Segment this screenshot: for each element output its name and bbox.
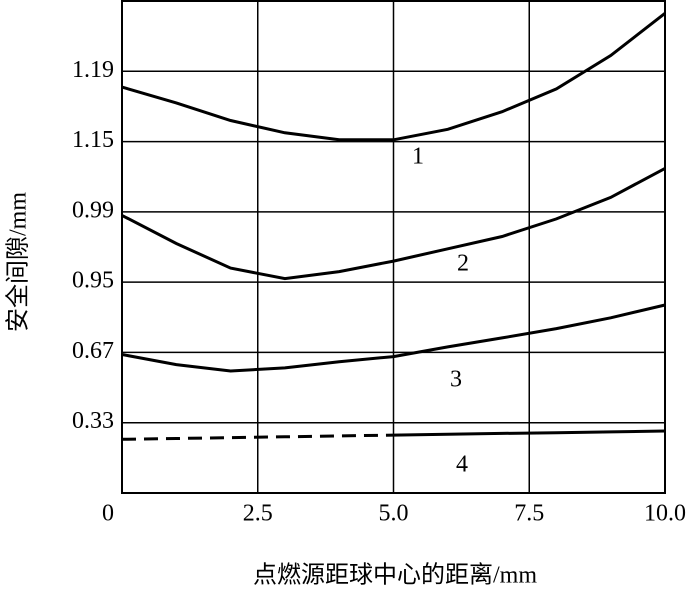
line [121, 167, 666, 281]
y-axis-label: 安全间隙/mm [5, 192, 32, 332]
x-tick-label: 5.0 [379, 501, 409, 527]
x-tick-label: 2.5 [243, 501, 273, 527]
x-tick-label: 0 [102, 501, 114, 527]
curve-label: 4 [456, 452, 468, 478]
curve-label: 1 [412, 144, 424, 170]
y-tick-label: 1.15 [72, 127, 114, 153]
x-axis-label: 点燃源距球中心的距离/mm [253, 562, 537, 589]
x-tick-label: 10.0 [644, 501, 686, 527]
y-tick-label: 0.67 [72, 338, 114, 364]
y-tick-label: 1.19 [72, 57, 114, 83]
y-tick-label: 0.33 [72, 408, 114, 434]
line [393, 429, 666, 437]
curve-label: 2 [457, 251, 469, 277]
curve-label: 3 [450, 367, 462, 393]
x-tick-label: 7.5 [514, 501, 544, 527]
line [121, 303, 666, 373]
y-tick-label: 0.95 [72, 268, 114, 294]
y-tick-label: 0.99 [72, 197, 114, 223]
line [121, 12, 666, 142]
dashed-line [121, 433, 394, 441]
